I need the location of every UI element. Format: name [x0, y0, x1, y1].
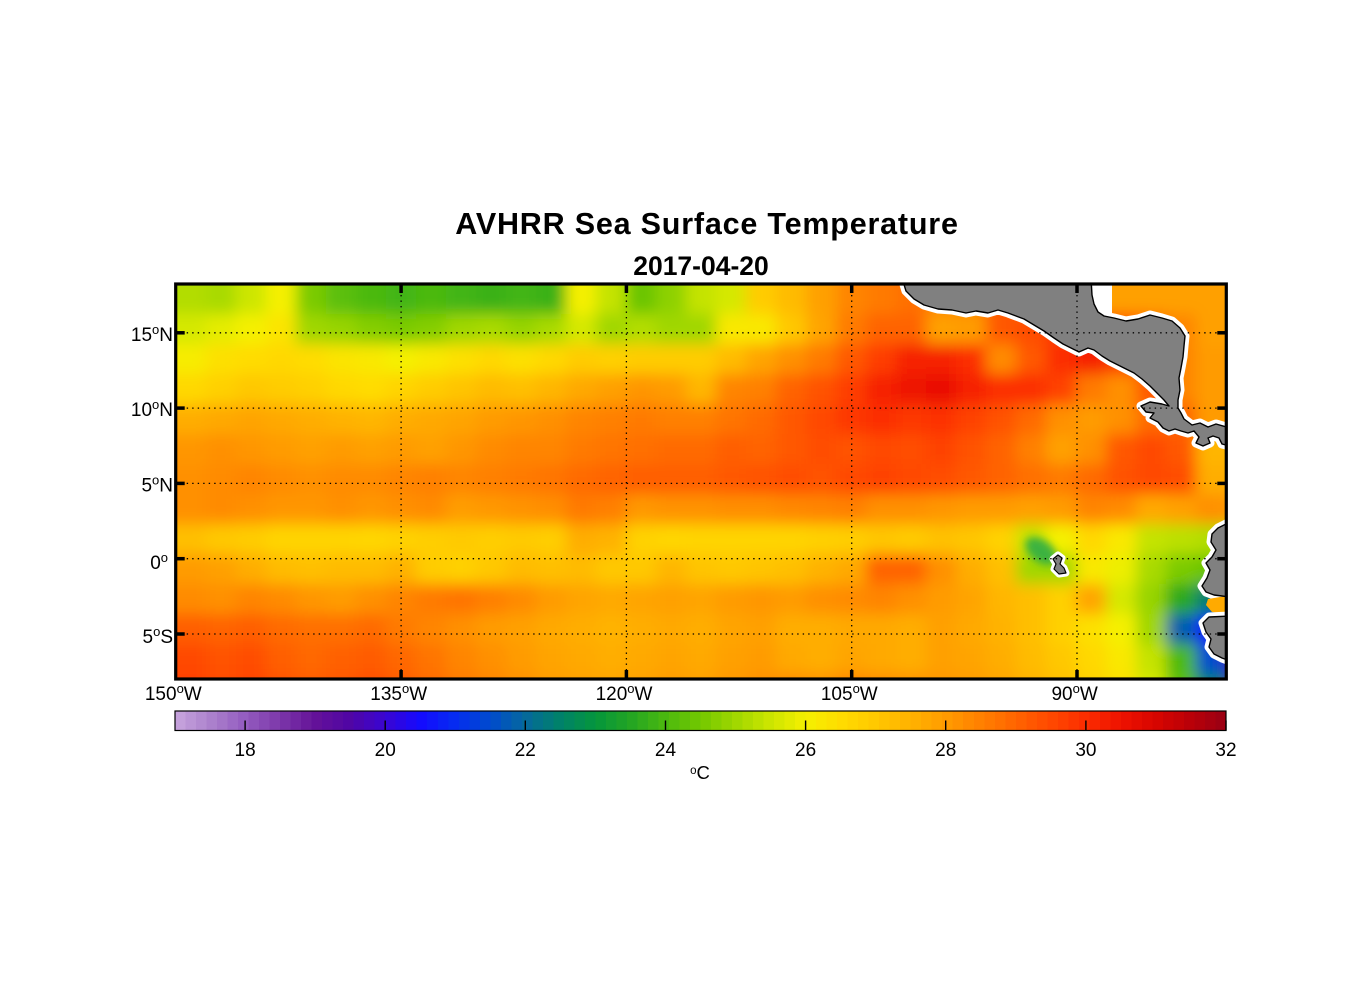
- svg-text:20: 20: [375, 740, 396, 761]
- svg-text:32: 32: [1215, 740, 1236, 761]
- svg-text:28: 28: [935, 740, 956, 761]
- svg-text:15oN: 15oN: [131, 322, 173, 346]
- svg-text:26: 26: [795, 740, 816, 761]
- svg-text:30: 30: [1075, 740, 1096, 761]
- svg-text:24: 24: [655, 740, 677, 761]
- svg-text:135oW: 135oW: [370, 681, 427, 705]
- svg-text:120oW: 120oW: [596, 681, 653, 705]
- svg-text:10oN: 10oN: [131, 397, 173, 421]
- svg-text:22: 22: [515, 740, 536, 761]
- svg-text:18: 18: [235, 740, 256, 761]
- svg-text:150oW: 150oW: [145, 681, 202, 705]
- svg-text:105oW: 105oW: [821, 681, 878, 705]
- svg-text:2017-04-20: 2017-04-20: [633, 251, 769, 281]
- svg-text:AVHRR Sea Surface Temperature: AVHRR Sea Surface Temperature: [455, 207, 958, 241]
- svg-text:oC: oC: [690, 762, 710, 783]
